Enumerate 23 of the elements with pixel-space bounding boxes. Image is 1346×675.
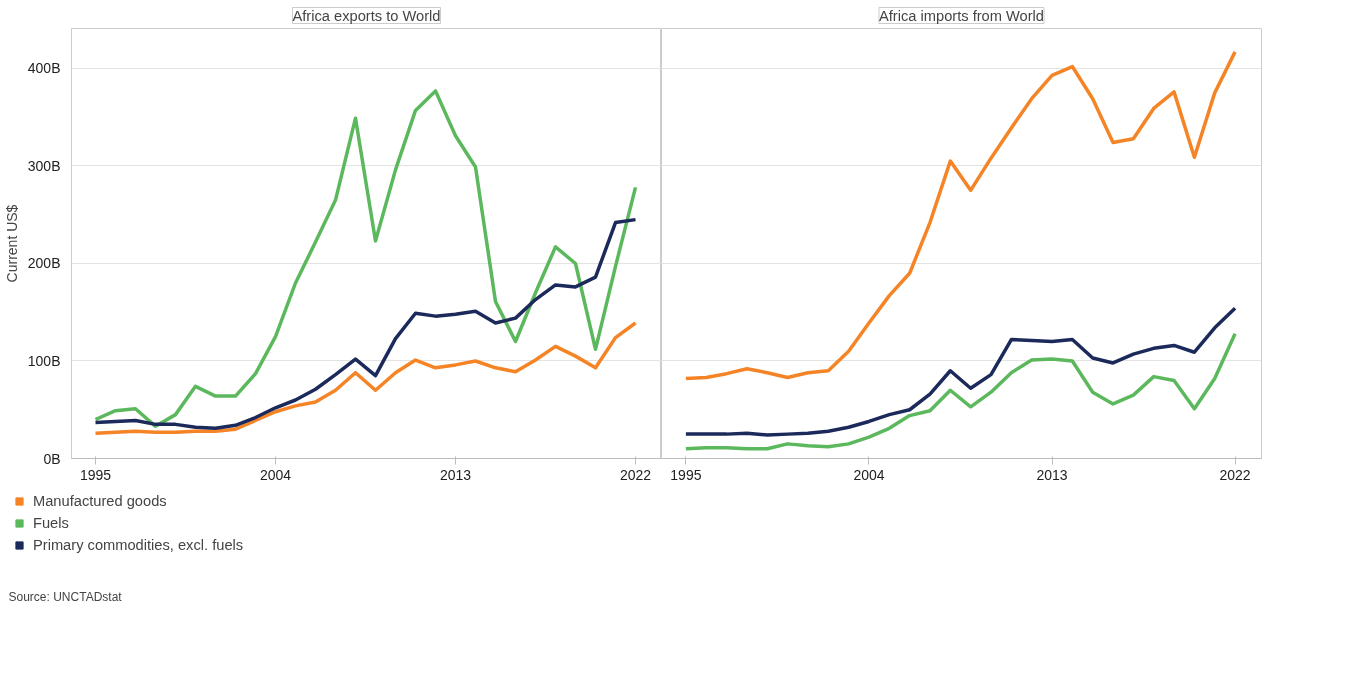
legend-label: Fuels bbox=[33, 515, 69, 531]
y-tick-label: 300B bbox=[27, 157, 61, 174]
chart-title: Africa imports from World bbox=[878, 7, 1045, 24]
y-tick-label: 100B bbox=[27, 352, 61, 369]
x-tick-label: 2022 bbox=[1219, 466, 1251, 483]
y-tick-label: 200B bbox=[27, 255, 61, 272]
x-tick-label: 2022 bbox=[619, 466, 652, 483]
y-tick-label: 0B bbox=[43, 450, 61, 467]
x-tick-label: 1995 bbox=[670, 466, 702, 483]
x-tick-label: 2013 bbox=[1036, 466, 1068, 483]
chart-title: Africa exports to World bbox=[292, 7, 441, 24]
y-axis-title: Current US$ bbox=[3, 204, 20, 283]
legend-label: Primary commodities, excl. fuels bbox=[33, 537, 244, 553]
y-tick-label: 400B bbox=[27, 60, 61, 77]
x-tick-label: 2004 bbox=[259, 466, 292, 483]
line-series bbox=[93, 217, 638, 431]
line-series bbox=[93, 321, 638, 435]
legend-label: Manufactured goods bbox=[33, 493, 167, 509]
x-tick-label: 2013 bbox=[439, 466, 472, 483]
x-tick-label: 1995 bbox=[79, 466, 112, 483]
x-tick-label: 2004 bbox=[853, 466, 885, 483]
line-series bbox=[93, 89, 638, 429]
source-note: Source: UNCTADstat bbox=[8, 589, 123, 604]
